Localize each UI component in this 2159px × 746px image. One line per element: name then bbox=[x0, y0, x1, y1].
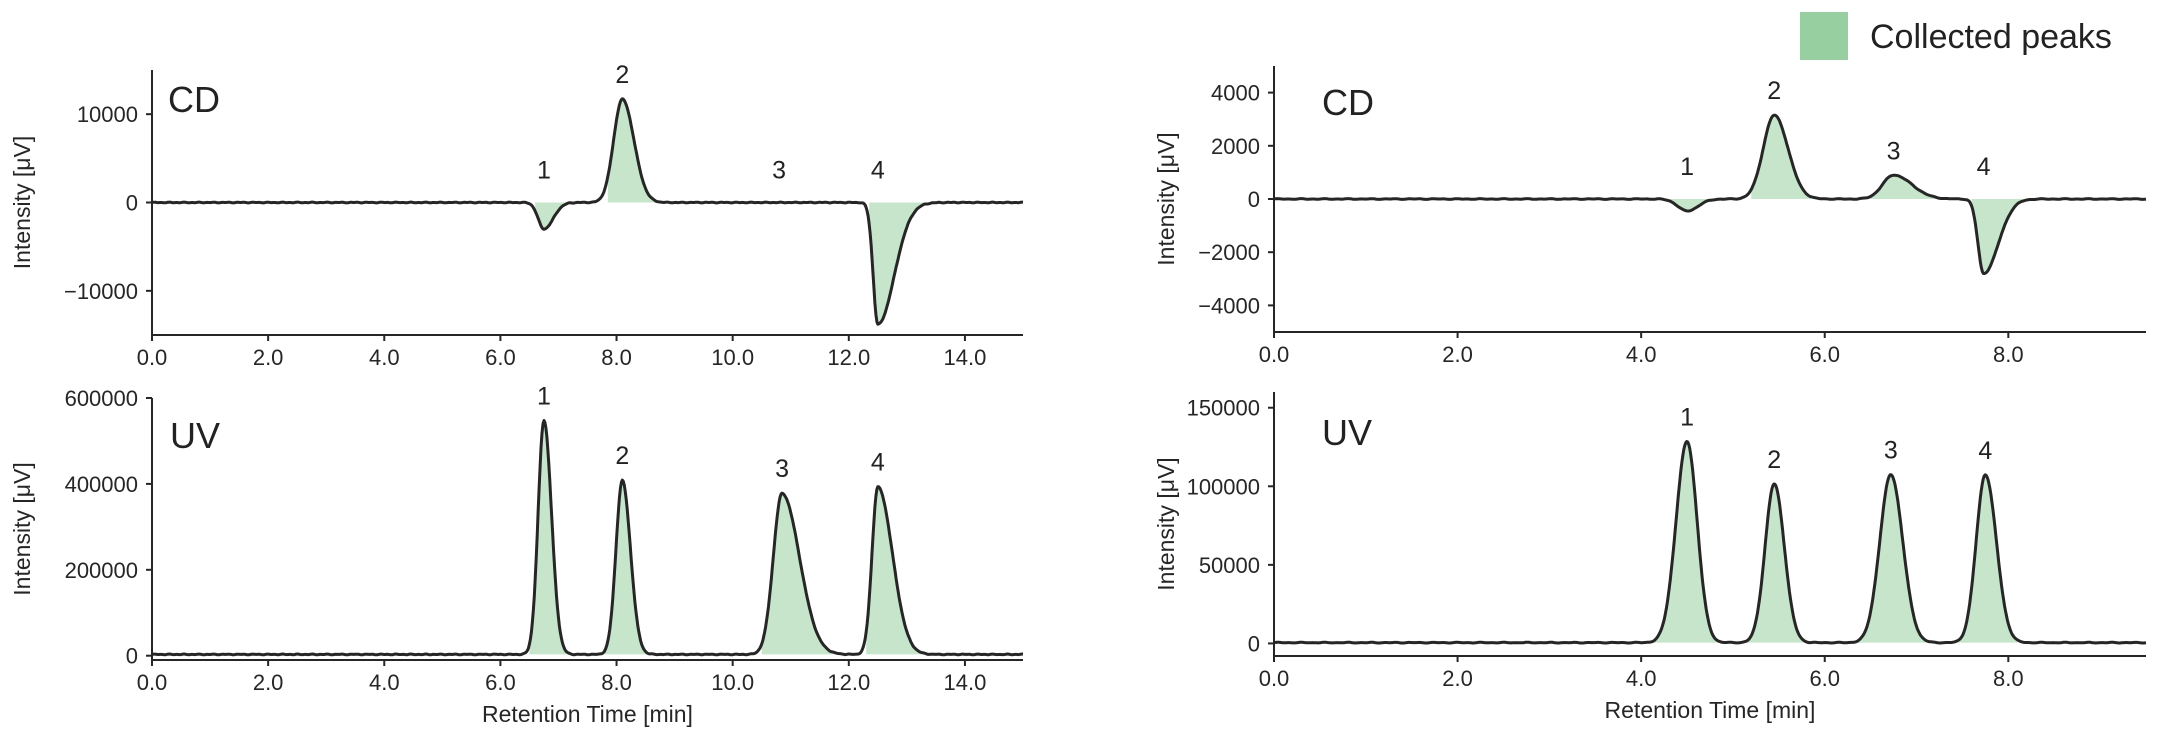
x-tick-label: 10.0 bbox=[711, 345, 754, 370]
peak-label: 3 bbox=[772, 157, 786, 185]
chromatogram-trace bbox=[1273, 113, 2147, 275]
x-tick-label: 14.0 bbox=[944, 670, 987, 695]
peak-label: 2 bbox=[1767, 446, 1781, 474]
x-tick-label: 2.0 bbox=[1442, 342, 1473, 367]
panel-label: CD bbox=[168, 79, 220, 120]
x-tick-label: 6.0 bbox=[1809, 666, 1840, 691]
legend-label: Collected peaks bbox=[1870, 18, 2112, 56]
x-tick-label: 4.0 bbox=[1626, 342, 1657, 367]
x-tick-label: 6.0 bbox=[1809, 342, 1840, 367]
peak-label: 3 bbox=[1884, 437, 1898, 465]
peak-fill-4 bbox=[869, 202, 928, 325]
y-tick-label: 2000 bbox=[1211, 134, 1260, 159]
y-axis-title: Intensity [μV] bbox=[1153, 457, 1179, 590]
y-tick-label: 4000 bbox=[1211, 81, 1260, 106]
y-tick-label: 150000 bbox=[1187, 396, 1260, 421]
peak-label: 4 bbox=[1977, 153, 1991, 181]
peak-label: 1 bbox=[1680, 153, 1694, 181]
peak-label: 3 bbox=[775, 455, 789, 483]
y-tick-label: 400000 bbox=[65, 472, 138, 497]
peak-fill-2 bbox=[607, 98, 655, 203]
peak-label: 4 bbox=[871, 157, 885, 185]
x-tick-label: 2.0 bbox=[253, 670, 284, 695]
y-tick-label: 0 bbox=[1248, 187, 1260, 212]
y-tick-label: 100000 bbox=[1187, 474, 1260, 499]
x-tick-label: 8.0 bbox=[601, 345, 632, 370]
peak-fill-1 bbox=[1668, 199, 1710, 211]
y-axis-title: Intensity [μV] bbox=[9, 462, 35, 595]
y-tick-label: 0 bbox=[126, 191, 138, 216]
x-tick-label: 0.0 bbox=[1259, 342, 1290, 367]
y-tick-label: −2000 bbox=[1198, 240, 1260, 265]
peak-fill-2 bbox=[1746, 483, 1807, 643]
peak-label: 2 bbox=[1767, 77, 1781, 105]
y-tick-label: 600000 bbox=[65, 386, 138, 411]
chart-panels: 0.0 2.0 4.0 6.0 8.0 10.0 12.0 14.0100000−10000I… bbox=[9, 61, 2147, 727]
y-tick-label: −4000 bbox=[1198, 293, 1260, 318]
peak-fill-4 bbox=[866, 486, 936, 655]
x-tick-label: 2.0 bbox=[253, 345, 284, 370]
y-tick-label: 50000 bbox=[1199, 553, 1260, 578]
chromatogram-trace bbox=[151, 97, 1024, 326]
x-tick-label: 8.0 bbox=[1993, 666, 2024, 691]
x-tick-label: 0.0 bbox=[137, 345, 168, 370]
y-tick-label: 0 bbox=[126, 644, 138, 669]
x-tick-label: 4.0 bbox=[1626, 666, 1657, 691]
peak-label: 2 bbox=[615, 61, 629, 89]
y-axis-title: Intensity [μV] bbox=[9, 136, 35, 269]
peak-fill-1 bbox=[1650, 441, 1720, 643]
x-tick-label: 6.0 bbox=[485, 670, 516, 695]
x-tick-label: 12.0 bbox=[827, 670, 870, 695]
panel-label: CD bbox=[1322, 82, 1374, 123]
peak-label: 1 bbox=[1680, 403, 1694, 431]
y-axis-title: Intensity [μV] bbox=[1153, 132, 1179, 265]
x-tick-label: 6.0 bbox=[485, 345, 516, 370]
peak-label: 4 bbox=[871, 449, 885, 477]
chromatogram-trace bbox=[1273, 440, 2147, 645]
peak-fill-1 bbox=[529, 420, 568, 655]
peak-fill-3 bbox=[1856, 474, 1926, 643]
x-tick-label: 14.0 bbox=[944, 345, 987, 370]
chart-panel-top-right: 0.0 2.0 4.0 6.0 8.0 4000 2000 0 −2000 −4000 Intens… bbox=[1153, 66, 2147, 367]
y-tick-label: −10000 bbox=[64, 279, 138, 304]
x-tick-label: 8.0 bbox=[601, 670, 632, 695]
peak-label: 1 bbox=[537, 157, 551, 185]
chart-panel-bottom-left: 0.0 2.0 4.0 6.0 8.0 10.0 12.0 14.0 0 200000 400000… bbox=[9, 383, 1024, 727]
peak-label: 3 bbox=[1887, 137, 1901, 165]
y-tick-label: 200000 bbox=[65, 558, 138, 583]
legend: Collected peaks bbox=[1800, 12, 2112, 60]
peak-fill-3 bbox=[761, 493, 841, 655]
x-tick-label: 4.0 bbox=[369, 670, 400, 695]
peak-label: 2 bbox=[615, 442, 629, 470]
legend-swatch bbox=[1800, 12, 1848, 60]
x-tick-label: 8.0 bbox=[1993, 342, 2024, 367]
x-tick-label: 0.0 bbox=[1259, 666, 1290, 691]
peak-fill-4 bbox=[1971, 199, 2027, 274]
chromatogram-trace bbox=[151, 419, 1024, 657]
x-axis-title: Retention Time [min] bbox=[482, 701, 693, 727]
x-tick-label: 12.0 bbox=[827, 345, 870, 370]
chart-panel-bottom-right: 0.0 2.0 4.0 6.0 8.0 0 50000 100000 150000 Intensi… bbox=[1153, 392, 2147, 723]
x-axis-title: Retention Time [min] bbox=[1605, 697, 1816, 723]
peak-fill-2 bbox=[604, 480, 649, 655]
x-tick-label: 0.0 bbox=[137, 670, 168, 695]
x-tick-label: 4.0 bbox=[369, 345, 400, 370]
panel-label: UV bbox=[1322, 412, 1372, 453]
peak-fill-1 bbox=[535, 202, 571, 230]
chart-panel-top-left: 0.0 2.0 4.0 6.0 8.0 10.0 12.0 14.0 10000 0 −10000 I… bbox=[9, 61, 1024, 370]
panel-label: UV bbox=[170, 415, 220, 456]
y-tick-label: 10000 bbox=[77, 102, 138, 127]
y-tick-label: 0 bbox=[1248, 631, 1260, 656]
x-tick-label: 2.0 bbox=[1442, 666, 1473, 691]
peak-label: 1 bbox=[537, 383, 551, 411]
peak-label: 4 bbox=[1978, 437, 1992, 465]
x-tick-label: 10.0 bbox=[711, 670, 754, 695]
